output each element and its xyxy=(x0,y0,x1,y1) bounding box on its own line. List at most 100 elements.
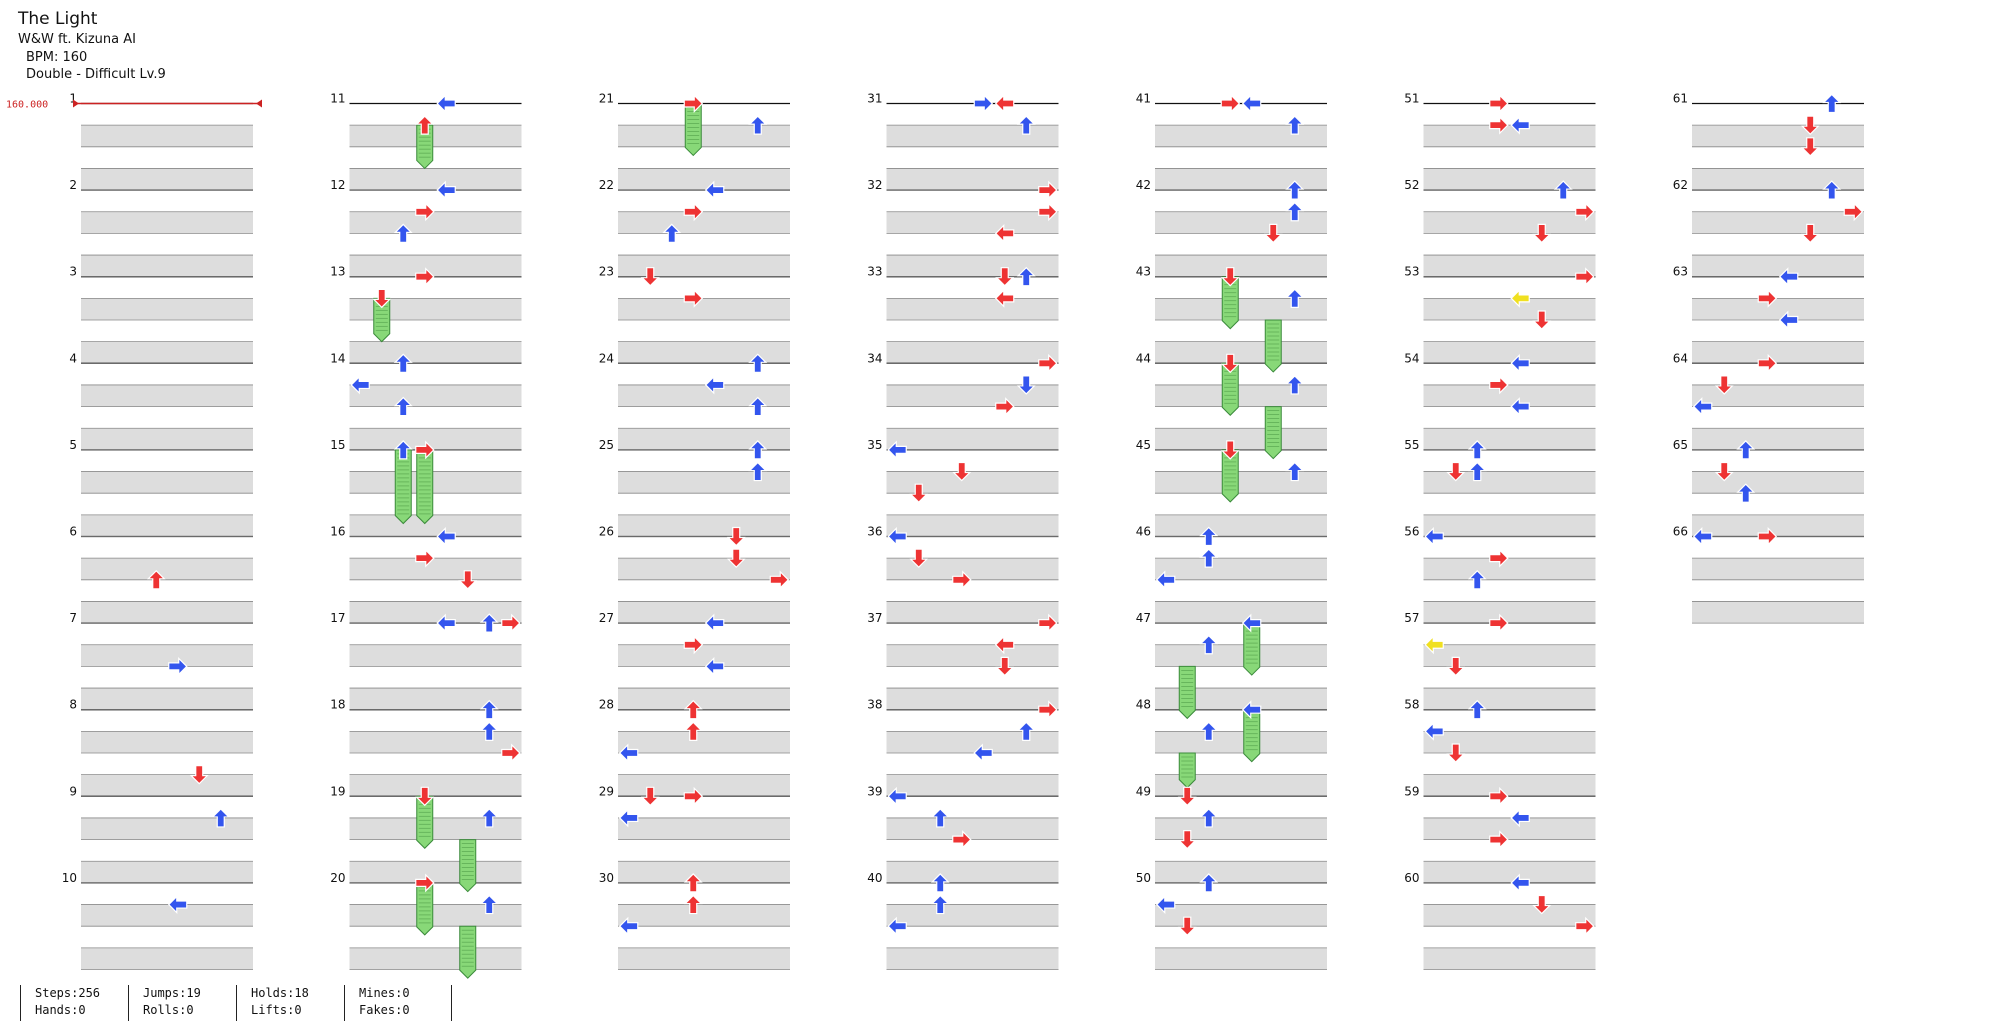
beat-band xyxy=(618,168,790,191)
measure-number: 7 xyxy=(69,611,77,625)
beat-band xyxy=(1423,428,1596,450)
step-arrow xyxy=(995,397,1015,417)
beat-band xyxy=(1155,125,1327,147)
step-arrow xyxy=(1736,483,1756,503)
measure-number: 51 xyxy=(1404,92,1419,106)
measure-number: 16 xyxy=(330,525,345,539)
measure-number: 62 xyxy=(1673,178,1688,192)
step-arrow xyxy=(704,613,725,633)
beat-band xyxy=(1692,558,1864,580)
step-arrow xyxy=(1800,115,1820,135)
beat-band xyxy=(1155,471,1327,494)
step-arrow xyxy=(1241,94,1262,113)
measure-number: 8 xyxy=(69,698,77,712)
step-arrow xyxy=(1757,288,1778,308)
beat-band xyxy=(886,255,1059,277)
step-arrow xyxy=(1778,267,1799,287)
step-arrow xyxy=(1155,570,1176,590)
step-arrow xyxy=(1467,699,1487,720)
measure-number: 12 xyxy=(330,178,345,192)
step-arrow xyxy=(1016,721,1036,741)
beat-band xyxy=(349,298,522,320)
step-arrow xyxy=(995,656,1015,677)
measure-number: 21 xyxy=(599,92,614,106)
beat-band xyxy=(886,125,1059,147)
measure-number: 5 xyxy=(69,438,77,452)
hold-note xyxy=(1221,449,1239,503)
step-arrow xyxy=(1285,375,1305,395)
measure-number: 13 xyxy=(330,265,345,279)
measure-number: 35 xyxy=(867,438,882,452)
measure-number: 65 xyxy=(1673,438,1688,452)
step-arrow xyxy=(415,202,435,222)
step-arrow xyxy=(748,440,768,460)
step-arrow xyxy=(769,570,790,590)
beat-band xyxy=(1155,428,1327,450)
hold-note xyxy=(416,795,434,849)
beat-band xyxy=(1423,125,1596,147)
measure-number: 53 xyxy=(1404,265,1419,279)
measure-number: 3 xyxy=(69,265,77,279)
beat-band xyxy=(886,601,1059,624)
song-title: The Light xyxy=(18,9,98,29)
stat-jumps: Jumps:19 xyxy=(143,986,201,1000)
beat-band xyxy=(81,904,253,927)
step-arrow xyxy=(1285,115,1305,135)
step-arrow xyxy=(704,180,725,200)
step-arrow xyxy=(1199,548,1219,568)
beat-band xyxy=(618,904,790,927)
step-arrow xyxy=(1016,115,1036,135)
beat-band xyxy=(349,774,522,797)
beat-band xyxy=(81,947,253,970)
step-arrow xyxy=(479,613,499,633)
hold-note xyxy=(1264,406,1282,460)
beat-band xyxy=(1692,428,1864,450)
stat-lifts: Lifts:0 xyxy=(251,1003,302,1017)
step-arrow xyxy=(748,353,768,373)
step-arrow xyxy=(1757,527,1778,546)
step-arrow xyxy=(415,267,435,287)
step-arrow xyxy=(973,743,993,763)
step-arrow xyxy=(994,635,1015,655)
step-arrow xyxy=(1575,267,1595,287)
beat-band xyxy=(1692,601,1864,624)
step-arrow xyxy=(994,288,1015,308)
step-arrow xyxy=(393,353,413,373)
step-arrow xyxy=(1489,548,1509,568)
measure-number: 4 xyxy=(69,351,77,365)
step-arrow xyxy=(1177,829,1197,850)
measure-number: 25 xyxy=(599,438,614,452)
step-arrow xyxy=(189,765,209,785)
step-arrow xyxy=(1714,461,1734,482)
stat-rolls: Rolls:0 xyxy=(143,1003,194,1017)
step-arrow xyxy=(436,180,456,200)
beat-band xyxy=(349,947,522,970)
beat-band xyxy=(349,341,522,364)
beat-band xyxy=(1423,644,1596,667)
step-arrow xyxy=(436,527,456,546)
stat-col-mines: Mines:0 Fakes:0 xyxy=(344,985,452,1021)
beat-band xyxy=(1155,211,1327,234)
step-arrow xyxy=(1736,440,1756,460)
step-arrow xyxy=(1843,202,1864,222)
step-arrow xyxy=(1285,180,1305,200)
step-arrow xyxy=(952,570,972,590)
measure-number: 42 xyxy=(1136,178,1151,192)
beat-band xyxy=(1155,514,1327,537)
step-arrow xyxy=(930,808,950,828)
beat-band xyxy=(81,644,253,667)
beat-band xyxy=(349,514,522,537)
measure-number: 15 xyxy=(330,438,345,452)
step-arrow xyxy=(704,656,725,676)
step-arrow xyxy=(415,548,435,568)
measure-number: 22 xyxy=(599,178,614,192)
measure-number: 6 xyxy=(69,525,77,539)
hold-note xyxy=(416,124,434,170)
beat-band xyxy=(618,817,790,840)
beat-band xyxy=(1423,688,1596,710)
beat-band xyxy=(886,688,1059,710)
step-arrow xyxy=(1575,916,1595,936)
beat-band xyxy=(349,471,522,494)
step-arrow xyxy=(1424,527,1444,546)
